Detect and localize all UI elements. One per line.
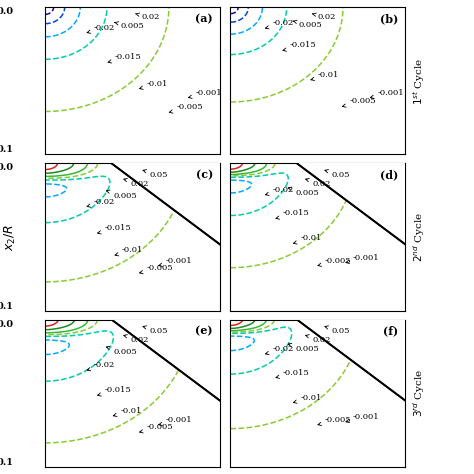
Text: 0.05: 0.05 — [143, 326, 168, 335]
Text: -0.015: -0.015 — [283, 41, 317, 51]
Text: 0.005: 0.005 — [115, 22, 144, 30]
Text: 0.05: 0.05 — [143, 170, 168, 179]
Text: (d): (d) — [380, 169, 398, 180]
Text: (f): (f) — [383, 326, 398, 337]
Text: 0.02: 0.02 — [136, 13, 160, 21]
Text: (a): (a) — [195, 13, 213, 24]
Text: -0.01: -0.01 — [113, 407, 142, 417]
Text: -0.005: -0.005 — [342, 98, 376, 107]
Text: 0.02: 0.02 — [124, 335, 149, 344]
Text: -0.001: -0.001 — [346, 413, 379, 423]
Text: $1^{st}$ Cycle: $1^{st}$ Cycle — [411, 57, 427, 105]
Text: 0.0: 0.0 — [0, 164, 14, 173]
Text: -0.001: -0.001 — [159, 256, 192, 266]
Polygon shape — [111, 164, 220, 245]
Text: 0.02: 0.02 — [306, 335, 331, 344]
Text: -0.01: -0.01 — [293, 393, 322, 403]
Text: $2^{nd}$ Cycle: $2^{nd}$ Cycle — [411, 212, 427, 262]
Text: -0.02: -0.02 — [87, 24, 115, 33]
Text: -0.001: -0.001 — [189, 89, 222, 99]
Text: -0.015: -0.015 — [98, 224, 131, 234]
Text: 0.1: 0.1 — [0, 458, 14, 467]
Text: -0.005: -0.005 — [169, 103, 203, 113]
Text: -0.001: -0.001 — [159, 416, 192, 426]
Text: -0.02: -0.02 — [265, 19, 293, 29]
Text: -0.015: -0.015 — [108, 53, 142, 63]
Text: 0.02: 0.02 — [124, 179, 149, 188]
Polygon shape — [297, 319, 405, 401]
Text: 0.005: 0.005 — [106, 190, 137, 200]
Text: -0.02: -0.02 — [265, 186, 293, 195]
Polygon shape — [297, 164, 405, 245]
Text: 0.1: 0.1 — [0, 301, 14, 310]
Text: -0.02: -0.02 — [87, 361, 115, 371]
Text: -0.015: -0.015 — [98, 386, 131, 396]
Text: 0.05: 0.05 — [325, 170, 350, 179]
Text: -0.02: -0.02 — [87, 198, 115, 207]
Text: $3^{rd}$ Cycle: $3^{rd}$ Cycle — [411, 369, 427, 418]
Text: -0.015: -0.015 — [276, 210, 310, 219]
Text: -0.001: -0.001 — [370, 89, 404, 99]
Text: -0.01: -0.01 — [139, 80, 168, 90]
Text: -0.005: -0.005 — [139, 423, 173, 433]
Text: 0.005: 0.005 — [288, 187, 319, 197]
Text: $x_2/R$: $x_2/R$ — [3, 223, 18, 251]
Text: 0.05: 0.05 — [325, 326, 350, 335]
Text: (b): (b) — [380, 13, 398, 24]
Text: 0.1: 0.1 — [0, 146, 14, 155]
Text: 0.005: 0.005 — [288, 343, 319, 353]
Text: -0.005: -0.005 — [139, 264, 173, 274]
Text: 0.0: 0.0 — [0, 7, 14, 16]
Text: -0.015: -0.015 — [276, 369, 310, 378]
Text: 0.02: 0.02 — [312, 13, 336, 21]
Text: -0.005: -0.005 — [318, 416, 351, 426]
Text: (c): (c) — [196, 169, 213, 180]
Text: (e): (e) — [195, 326, 213, 337]
Text: 0.0: 0.0 — [0, 319, 14, 328]
Text: -0.01: -0.01 — [293, 235, 322, 244]
Text: -0.01: -0.01 — [115, 246, 143, 256]
Text: -0.02: -0.02 — [265, 345, 293, 355]
Text: 0.005: 0.005 — [293, 20, 322, 29]
Text: -0.01: -0.01 — [311, 71, 339, 81]
Text: -0.005: -0.005 — [318, 256, 351, 266]
Polygon shape — [111, 319, 220, 401]
Text: -0.001: -0.001 — [346, 254, 379, 264]
Text: 0.02: 0.02 — [306, 179, 331, 188]
Text: 0.005: 0.005 — [106, 346, 137, 356]
